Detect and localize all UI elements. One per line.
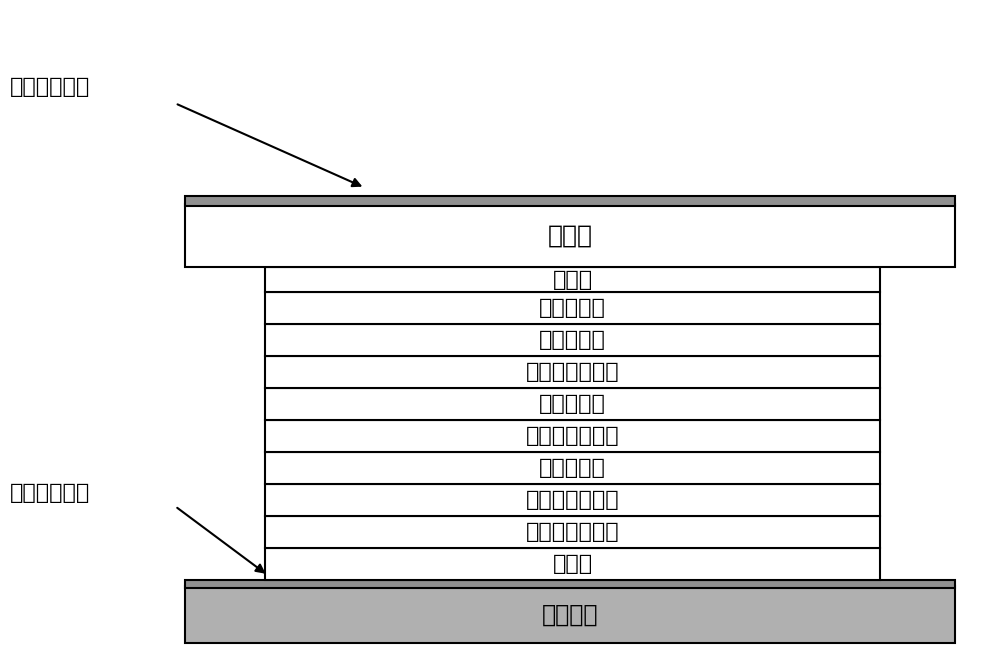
Text: 第一光提取层: 第一光提取层 <box>10 483 90 503</box>
Text: 电荷产生层: 电荷产生层 <box>539 394 606 414</box>
Text: 衬底基板: 衬底基板 <box>542 602 598 627</box>
Bar <box>265 420 880 452</box>
Text: 第二光提取层: 第二光提取层 <box>10 77 90 97</box>
Text: 第一空穴传输层: 第一空穴传输层 <box>526 490 619 510</box>
Bar <box>265 324 880 356</box>
Bar <box>265 292 880 324</box>
Bar <box>265 516 880 548</box>
Text: 阴极层: 阴极层 <box>552 270 593 290</box>
Text: 第一空穴注入层: 第一空穴注入层 <box>526 522 619 542</box>
Text: 蓝光发光层: 蓝光发光层 <box>539 458 606 478</box>
Text: 第一电子传输层: 第一电子传输层 <box>526 426 619 446</box>
Text: 第二空穴传输层: 第二空穴传输层 <box>526 362 619 382</box>
Bar <box>265 267 880 292</box>
Bar <box>185 586 955 643</box>
Bar <box>265 452 880 484</box>
Bar <box>265 356 880 388</box>
Bar <box>185 580 955 588</box>
Text: 阳极层: 阳极层 <box>552 554 593 574</box>
Text: 封装层: 封装层 <box>548 223 593 248</box>
Bar <box>265 388 880 420</box>
Bar <box>185 196 955 206</box>
Bar <box>185 204 955 267</box>
Bar <box>265 548 880 580</box>
Bar <box>265 484 880 516</box>
Text: 电子传输层: 电子传输层 <box>539 298 606 318</box>
Text: 黄光发光层: 黄光发光层 <box>539 330 606 350</box>
